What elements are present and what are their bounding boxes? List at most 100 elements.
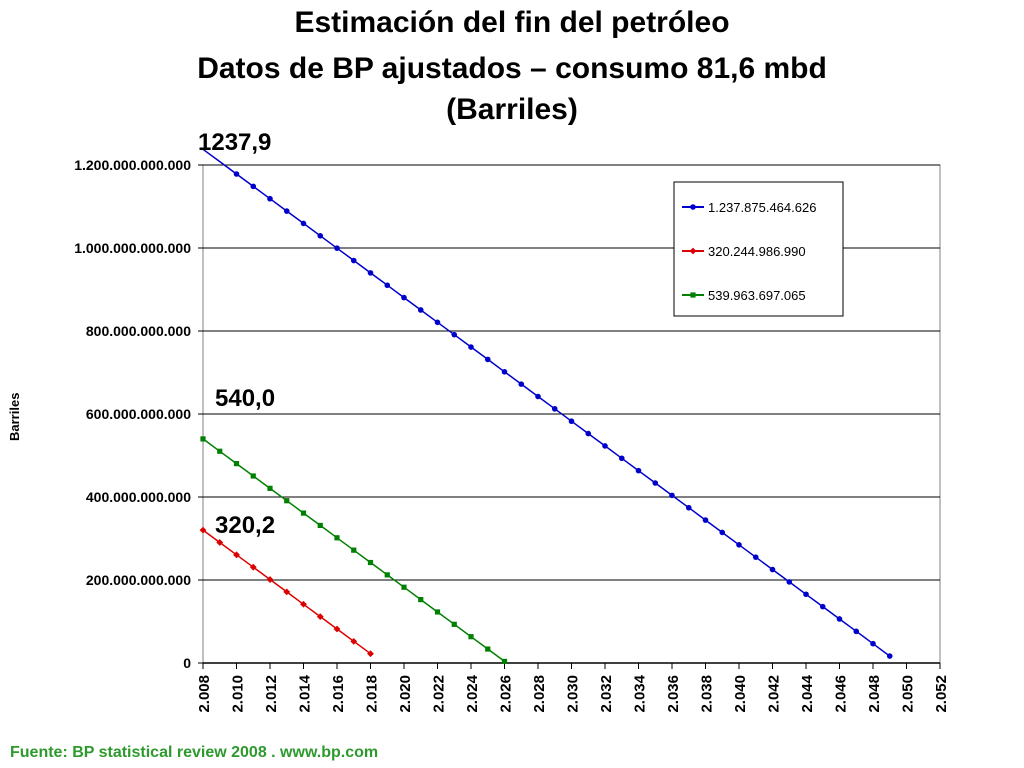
data-point xyxy=(216,539,224,546)
x-tick-label: 2.022 xyxy=(431,675,448,713)
data-point xyxy=(418,596,424,603)
data-point xyxy=(853,628,860,635)
chart-title-line2: Datos de BP ajustados – consumo 81,6 mbd xyxy=(197,52,827,85)
x-tick-label: 2.016 xyxy=(330,675,347,713)
x-tick-label: 2.008 xyxy=(196,675,213,713)
x-tick-label: 2.014 xyxy=(297,674,314,712)
data-point xyxy=(350,637,358,645)
y-tick-label: 400.000.000.000 xyxy=(86,489,191,505)
annotation-green-start: 540,0 xyxy=(215,385,276,412)
data-point xyxy=(551,406,558,412)
data-point xyxy=(351,547,357,553)
data-point xyxy=(568,418,575,425)
data-point xyxy=(217,448,223,454)
y-tick-label: 600.000.000.000 xyxy=(86,406,191,422)
data-point xyxy=(384,282,391,289)
data-point xyxy=(652,480,659,486)
source-note: Fuente: BP statistical review 2008 . www… xyxy=(10,744,379,761)
legend-marker xyxy=(690,204,696,210)
data-point xyxy=(333,625,341,633)
data-point xyxy=(585,430,592,437)
x-tick-label: 2.040 xyxy=(732,675,749,713)
data-point xyxy=(870,640,876,647)
data-point xyxy=(685,504,692,511)
data-point xyxy=(702,517,709,523)
data-point xyxy=(300,510,307,516)
data-point xyxy=(233,461,240,467)
data-point xyxy=(434,609,441,615)
data-point xyxy=(284,498,290,504)
x-tick-label: 2.030 xyxy=(565,675,582,713)
data-point xyxy=(451,331,458,338)
y-tick-label: 1.000.000.000.000 xyxy=(74,240,191,256)
data-point xyxy=(233,551,240,559)
data-point xyxy=(401,294,407,301)
y-tick-label: 1.200.000.000.000 xyxy=(74,157,191,173)
data-point xyxy=(267,485,273,491)
data-point xyxy=(266,576,274,583)
x-tick-label: 2.028 xyxy=(531,675,548,713)
data-point xyxy=(484,356,491,363)
data-point xyxy=(384,572,390,578)
data-point xyxy=(367,270,374,276)
data-point xyxy=(518,381,525,387)
data-point xyxy=(401,584,407,590)
data-point xyxy=(334,535,340,541)
data-point xyxy=(434,319,441,326)
data-point xyxy=(267,195,273,202)
x-tick-label: 2.044 xyxy=(799,674,816,712)
data-point xyxy=(417,307,424,313)
data-point xyxy=(618,455,625,462)
data-point xyxy=(334,245,340,251)
annotation-red-start: 320,2 xyxy=(215,512,276,539)
data-point xyxy=(233,171,240,177)
data-point xyxy=(283,208,290,214)
x-tick-label: 2.046 xyxy=(833,675,850,713)
data-point xyxy=(317,522,323,529)
data-point xyxy=(501,658,508,665)
data-point xyxy=(250,183,257,190)
x-tick-label: 2.026 xyxy=(498,675,515,713)
y-tick-label: 800.000.000.000 xyxy=(86,323,191,339)
chart-title-line3: (Barriles) xyxy=(446,93,578,126)
data-point xyxy=(719,529,726,536)
data-point xyxy=(283,588,291,596)
data-point xyxy=(886,653,893,659)
x-tick-label: 2.036 xyxy=(665,675,682,713)
data-point xyxy=(752,554,759,560)
data-point xyxy=(803,591,809,598)
x-tick-label: 2.050 xyxy=(900,675,917,713)
legend-label: 320.244.986.990 xyxy=(708,244,806,259)
legend-marker xyxy=(690,292,696,298)
y-tick-label: 0 xyxy=(183,655,191,671)
data-point xyxy=(300,220,307,227)
data-point xyxy=(485,646,491,652)
legend-marker xyxy=(689,247,697,255)
data-point xyxy=(836,616,843,622)
data-point xyxy=(367,650,374,658)
x-tick-label: 2.032 xyxy=(598,675,615,713)
data-point xyxy=(250,473,256,479)
annotation-blue-start: 1237,9 xyxy=(198,129,272,156)
x-tick-label: 2.034 xyxy=(632,674,649,712)
legend-label: 539.963.697.065 xyxy=(708,288,806,303)
data-point xyxy=(367,559,374,566)
data-point xyxy=(669,492,675,499)
data-point xyxy=(501,368,508,375)
data-point xyxy=(300,600,307,608)
data-point xyxy=(819,603,826,610)
x-tick-label: 2.052 xyxy=(933,675,950,713)
data-point xyxy=(786,579,793,585)
x-tick-label: 2.038 xyxy=(699,675,716,713)
x-tick-label: 2.020 xyxy=(397,675,414,713)
legend-box xyxy=(673,181,844,317)
data-point xyxy=(249,563,257,571)
data-point xyxy=(602,443,608,449)
series-line-1 xyxy=(202,148,891,657)
data-point xyxy=(736,542,742,548)
y-tick-label: 200.000.000.000 xyxy=(86,572,191,588)
data-point xyxy=(635,467,642,474)
x-tick-label: 2.010 xyxy=(230,675,247,713)
x-tick-label: 2.024 xyxy=(464,674,481,712)
